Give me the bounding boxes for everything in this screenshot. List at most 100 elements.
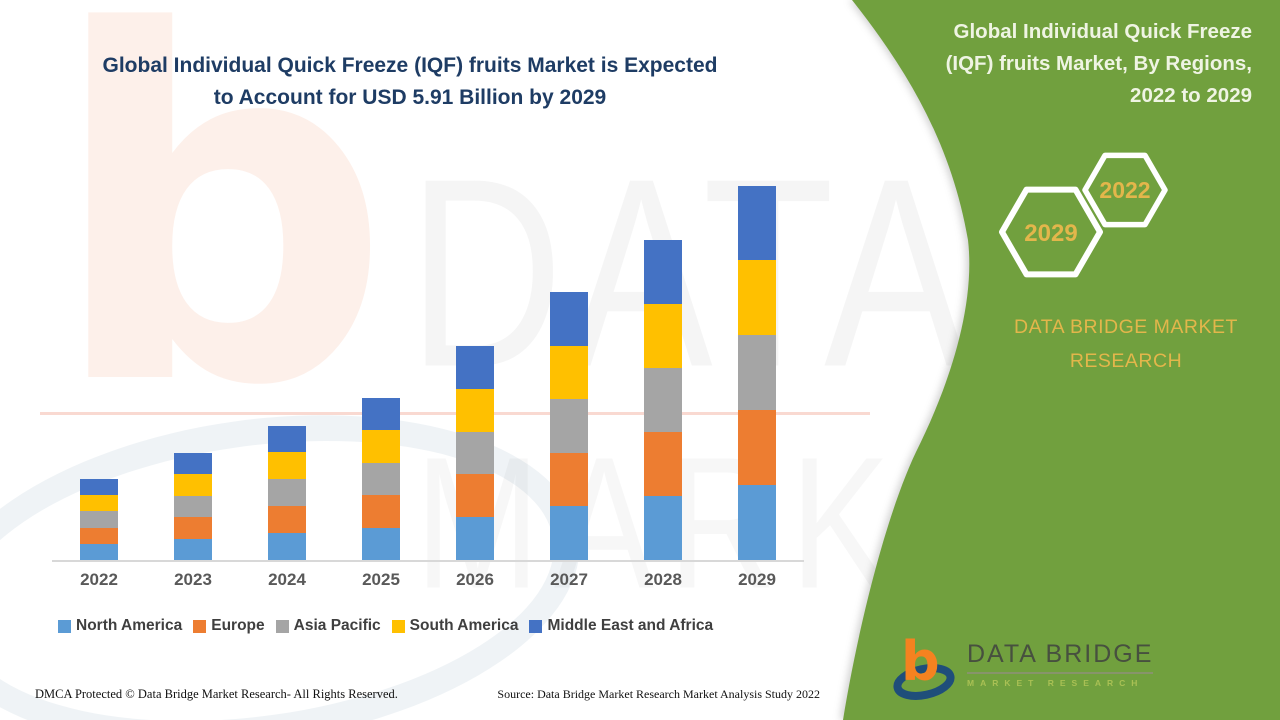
x-axis-labels: 2022 2023 2024 2025 2026 2027 2028 2029 (52, 570, 804, 590)
chart-title-line-2: to Account for USD 5.91 Billion by 2029 (213, 86, 607, 109)
x-tick-2025: 2025 (362, 570, 400, 589)
legend-label-south-america: South America (409, 617, 519, 634)
bar-segment-2026-middle-east-and-africa (456, 346, 494, 389)
bar-segment-2029-europe (738, 410, 776, 486)
bar-column-2028 (616, 180, 710, 560)
bar-segment-2025-north-america (362, 527, 400, 560)
footer: DMCA Protected © Data Bridge Market Rese… (35, 687, 820, 702)
bar-segment-2022-asia-pacific (80, 511, 118, 528)
legend-label-north-america: North America (76, 617, 183, 634)
bar-segment-2022-middle-east-and-africa (80, 479, 118, 496)
bar-segment-2027-north-america (550, 506, 588, 560)
bar-segment-2024-asia-pacific (268, 479, 306, 507)
hexagon-2029-label: 2029 (1024, 220, 1077, 247)
bar-segment-2024-europe (268, 506, 306, 534)
bar-column-2025 (334, 180, 428, 560)
side-panel-title: Global Individual Quick Freeze (IQF) fru… (907, 16, 1252, 112)
bar-segment-2028-europe (644, 431, 682, 496)
bar-segment-2023-middle-east-and-africa (174, 452, 212, 474)
footer-logo-name: DATA BRIDGE (967, 640, 1154, 674)
brand-text: DATA BRIDGE MARKET RESEARCH (1014, 316, 1238, 372)
footer-logo-text: DATA BRIDGE MARKET RESEARCH (967, 640, 1154, 688)
legend-item-europe: Europe (193, 617, 265, 635)
bar-column-2027 (522, 180, 616, 560)
bar-segment-2029-north-america (738, 485, 776, 560)
bar-column-2024 (240, 180, 334, 560)
bar-segment-2023-europe (174, 517, 212, 539)
bar-segment-2028-north-america (644, 495, 682, 560)
legend-label-asia-pacific: Asia Pacific (293, 617, 381, 634)
bar-segment-2024-middle-east-and-africa (268, 425, 306, 453)
svg-text:b: b (901, 632, 940, 693)
bar-column-2026 (428, 180, 522, 560)
bar-2024 (268, 425, 306, 560)
bar-segment-2028-south-america (644, 303, 682, 368)
data-bridge-logo-icon: b (893, 632, 955, 700)
green-panel (843, 0, 1280, 720)
bar-column-2029 (710, 180, 804, 560)
legend-label-middle-east-and-africa: Middle East and Africa (547, 617, 714, 634)
side-title-line-3: 2022 to 2029 (1130, 84, 1252, 107)
bar-2025 (362, 398, 400, 560)
bar-segment-2023-asia-pacific (174, 495, 212, 517)
bar-column-2022 (52, 180, 146, 560)
bar-segment-2026-europe (456, 474, 494, 518)
bar-column-2023 (146, 180, 240, 560)
footer-logo: b DATA BRIDGE MARKET RESEARCH (893, 632, 1154, 700)
bar-segment-2026-south-america (456, 388, 494, 432)
bar-segment-2022-europe (80, 527, 118, 544)
legend-swatch-north-america (58, 619, 71, 633)
x-tick-2023: 2023 (174, 570, 212, 589)
bar-2022 (80, 479, 118, 560)
bar-segment-2029-middle-east-and-africa (738, 185, 776, 261)
bar-segment-2025-europe (362, 495, 400, 528)
bar-segment-2022-north-america (80, 543, 118, 560)
x-tick-2027: 2027 (550, 570, 588, 589)
bar-segment-2026-asia-pacific (456, 431, 494, 475)
chart-title-line-1: Global Individual Quick Freeze (IQF) fru… (102, 54, 718, 77)
legend-label-europe: Europe (211, 617, 265, 634)
x-tick-2026: 2026 (456, 570, 494, 589)
x-tick-2028: 2028 (644, 570, 682, 589)
bar-segment-2024-north-america (268, 533, 306, 560)
hexagon-2029 (999, 186, 1103, 278)
side-title-line-2: (IQF) fruits Market, By Regions, (945, 52, 1252, 75)
legend-swatch-middle-east-and-africa (529, 619, 543, 633)
legend-swatch-asia-pacific (275, 619, 289, 633)
hexagon-badges: 2022 2029 (999, 152, 1168, 278)
legend-item-south-america: South America (391, 617, 519, 635)
plot-area (52, 180, 804, 562)
source-note: Source: Data Bridge Market Research Mark… (497, 687, 820, 701)
bar-segment-2027-south-america (550, 345, 588, 400)
bar-segment-2023-south-america (174, 474, 212, 496)
chart-title: Global Individual Quick Freeze (IQF) fru… (60, 50, 760, 114)
bar-segment-2022-south-america (80, 495, 118, 512)
dmca-notice: DMCA Protected © Data Bridge Market Rese… (35, 687, 398, 701)
bar-2026 (456, 346, 494, 560)
bar-2029 (738, 185, 776, 560)
x-tick-2029: 2029 (738, 570, 776, 589)
legend-swatch-south-america (391, 619, 405, 633)
bar-segment-2025-south-america (362, 430, 400, 463)
bar-segment-2023-north-america (174, 538, 212, 560)
bar-segment-2029-south-america (738, 260, 776, 336)
bar-segment-2027-middle-east-and-africa (550, 292, 588, 346)
chart-legend: North America Europe Asia Pacific South Ame… (58, 617, 724, 635)
x-tick-2022: 2022 (80, 570, 118, 589)
bar-segment-2025-asia-pacific (362, 462, 400, 496)
bar-segment-2025-middle-east-and-africa (362, 398, 400, 431)
bar-segment-2029-asia-pacific (738, 335, 776, 411)
bar-2023 (174, 452, 212, 560)
side-title-line-1: Global Individual Quick Freeze (953, 20, 1252, 43)
legend-item-north-america: North America (58, 617, 182, 635)
bar-segment-2028-middle-east-and-africa (644, 239, 682, 304)
footer-logo-subtitle: MARKET RESEARCH (967, 678, 1144, 688)
bar-2028 (644, 239, 682, 560)
bar-2027 (550, 292, 588, 560)
x-tick-2024: 2024 (268, 570, 306, 589)
legend-item-asia-pacific: Asia Pacific (275, 617, 381, 635)
bar-segment-2028-asia-pacific (644, 367, 682, 432)
legend-swatch-europe (193, 619, 207, 633)
